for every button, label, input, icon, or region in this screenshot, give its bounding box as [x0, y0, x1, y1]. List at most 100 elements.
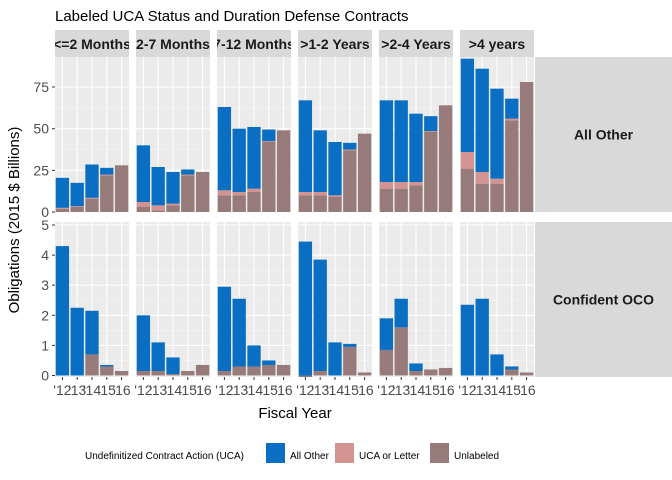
bar-stack — [262, 129, 276, 212]
bar-stack — [394, 298, 408, 376]
panel — [298, 57, 372, 213]
bar-unlabeled — [217, 370, 232, 376]
row-strip: Confident OCO — [535, 222, 672, 377]
x-tick-label: '14 — [245, 382, 263, 398]
x-tick-label: '15 — [422, 382, 440, 398]
bar-unlabeled — [276, 364, 291, 376]
column-strip: >2-4 Years — [379, 30, 453, 57]
bar-stack — [438, 105, 453, 212]
bar-all-other — [181, 169, 195, 175]
bar-all-other — [70, 307, 84, 376]
row-strip-bg — [535, 222, 672, 377]
y-tick-label: 0 — [41, 367, 49, 383]
column-strip-bg — [379, 30, 453, 57]
bar-unlabeled — [100, 366, 114, 376]
bar-unlabeled — [460, 168, 475, 212]
column-strip-bg — [217, 30, 291, 57]
x-tick-label: '12 — [53, 382, 71, 398]
bar-stack — [343, 142, 357, 212]
bar-all-other — [490, 354, 504, 376]
y-tick-label: 1 — [41, 337, 49, 353]
bar-unlabeled — [100, 175, 114, 212]
bar-uca-or-letter — [85, 197, 99, 199]
bar-unlabeled — [394, 327, 408, 376]
y-tick-label: 4 — [41, 247, 49, 263]
bar-all-other — [166, 172, 180, 204]
bar-unlabeled — [181, 175, 195, 212]
column-strip-bg — [136, 30, 210, 57]
bar-uca-or-letter — [343, 149, 357, 151]
bar-unlabeled — [328, 197, 342, 212]
column-strip: 7-12 Months — [217, 30, 291, 57]
panel — [379, 57, 453, 213]
bar-stack — [424, 116, 438, 212]
bar-unlabeled — [343, 346, 357, 376]
x-tick-label: '15 — [341, 382, 359, 398]
bar-all-other — [328, 342, 342, 376]
bar-unlabeled — [114, 165, 129, 212]
legend-entry: Unlabeled — [430, 443, 499, 463]
bar-stack — [490, 88, 504, 212]
bar-all-other — [460, 58, 475, 152]
bar-unlabeled — [475, 183, 489, 212]
bar-uca-or-letter — [151, 205, 165, 211]
panel: '12'13'14'15'16 — [377, 222, 455, 398]
bar-unlabeled — [195, 364, 210, 376]
bar-unlabeled — [136, 370, 151, 376]
x-tick-label: '15 — [503, 382, 521, 398]
bar-stack — [217, 107, 232, 212]
x-tick-label: '14 — [326, 382, 344, 398]
bar-all-other — [409, 113, 423, 182]
panel: '12'13'14'15'16 — [296, 222, 374, 398]
bar-all-other — [298, 241, 313, 376]
bar-unlabeled — [438, 367, 453, 376]
bar-uca-or-letter — [409, 182, 423, 186]
bar-stack — [313, 259, 327, 376]
bar-stack — [195, 172, 210, 212]
bar-all-other — [394, 298, 408, 328]
bar-unlabeled — [409, 370, 423, 376]
bar-stack — [298, 241, 313, 377]
legend-entry: All Other — [266, 443, 330, 463]
bar-stack — [166, 357, 180, 376]
bar-stack — [379, 100, 394, 212]
bar-stack — [232, 128, 246, 212]
panel — [136, 57, 210, 213]
x-tick-label: '12 — [377, 382, 395, 398]
bar-unlabeled — [70, 207, 84, 212]
legend-label: UCA or Letter — [359, 451, 420, 462]
panel — [460, 57, 534, 213]
bar-unlabeled — [424, 132, 438, 212]
bar-unlabeled — [247, 366, 261, 376]
bar-all-other — [379, 100, 394, 182]
bar-unlabeled — [394, 188, 408, 212]
bar-stack — [490, 354, 504, 376]
bar-stack — [409, 113, 423, 212]
bar-uca-or-letter — [460, 152, 475, 169]
bar-all-other — [328, 142, 342, 196]
bar-uca-or-letter — [313, 192, 327, 196]
column-strip-bg — [55, 30, 129, 57]
bar-unlabeled — [85, 198, 99, 212]
x-tick-label: '12 — [215, 382, 233, 398]
bar-unlabeled — [166, 205, 180, 212]
bar-stack — [166, 172, 180, 212]
bar-all-other — [343, 343, 357, 347]
bar-unlabeled — [114, 370, 129, 376]
bar-unlabeled — [409, 185, 423, 212]
column-strip: 2-7 Months — [136, 30, 210, 57]
bar-uca-or-letter — [262, 141, 276, 142]
y-tick-label: 50 — [33, 121, 49, 137]
y-tick-label: 3 — [41, 277, 49, 293]
bar-stack — [100, 167, 114, 212]
bar-all-other — [505, 98, 519, 119]
bar-stack — [136, 315, 151, 376]
bar-stack — [114, 370, 129, 376]
bar-unlabeled — [313, 195, 327, 212]
bar-uca-or-letter — [166, 203, 180, 206]
bar-unlabeled — [217, 195, 232, 212]
bar-stack — [114, 165, 129, 212]
bar-all-other — [475, 298, 489, 376]
legend-label: All Other — [290, 451, 330, 462]
bar-uca-or-letter — [181, 174, 195, 176]
